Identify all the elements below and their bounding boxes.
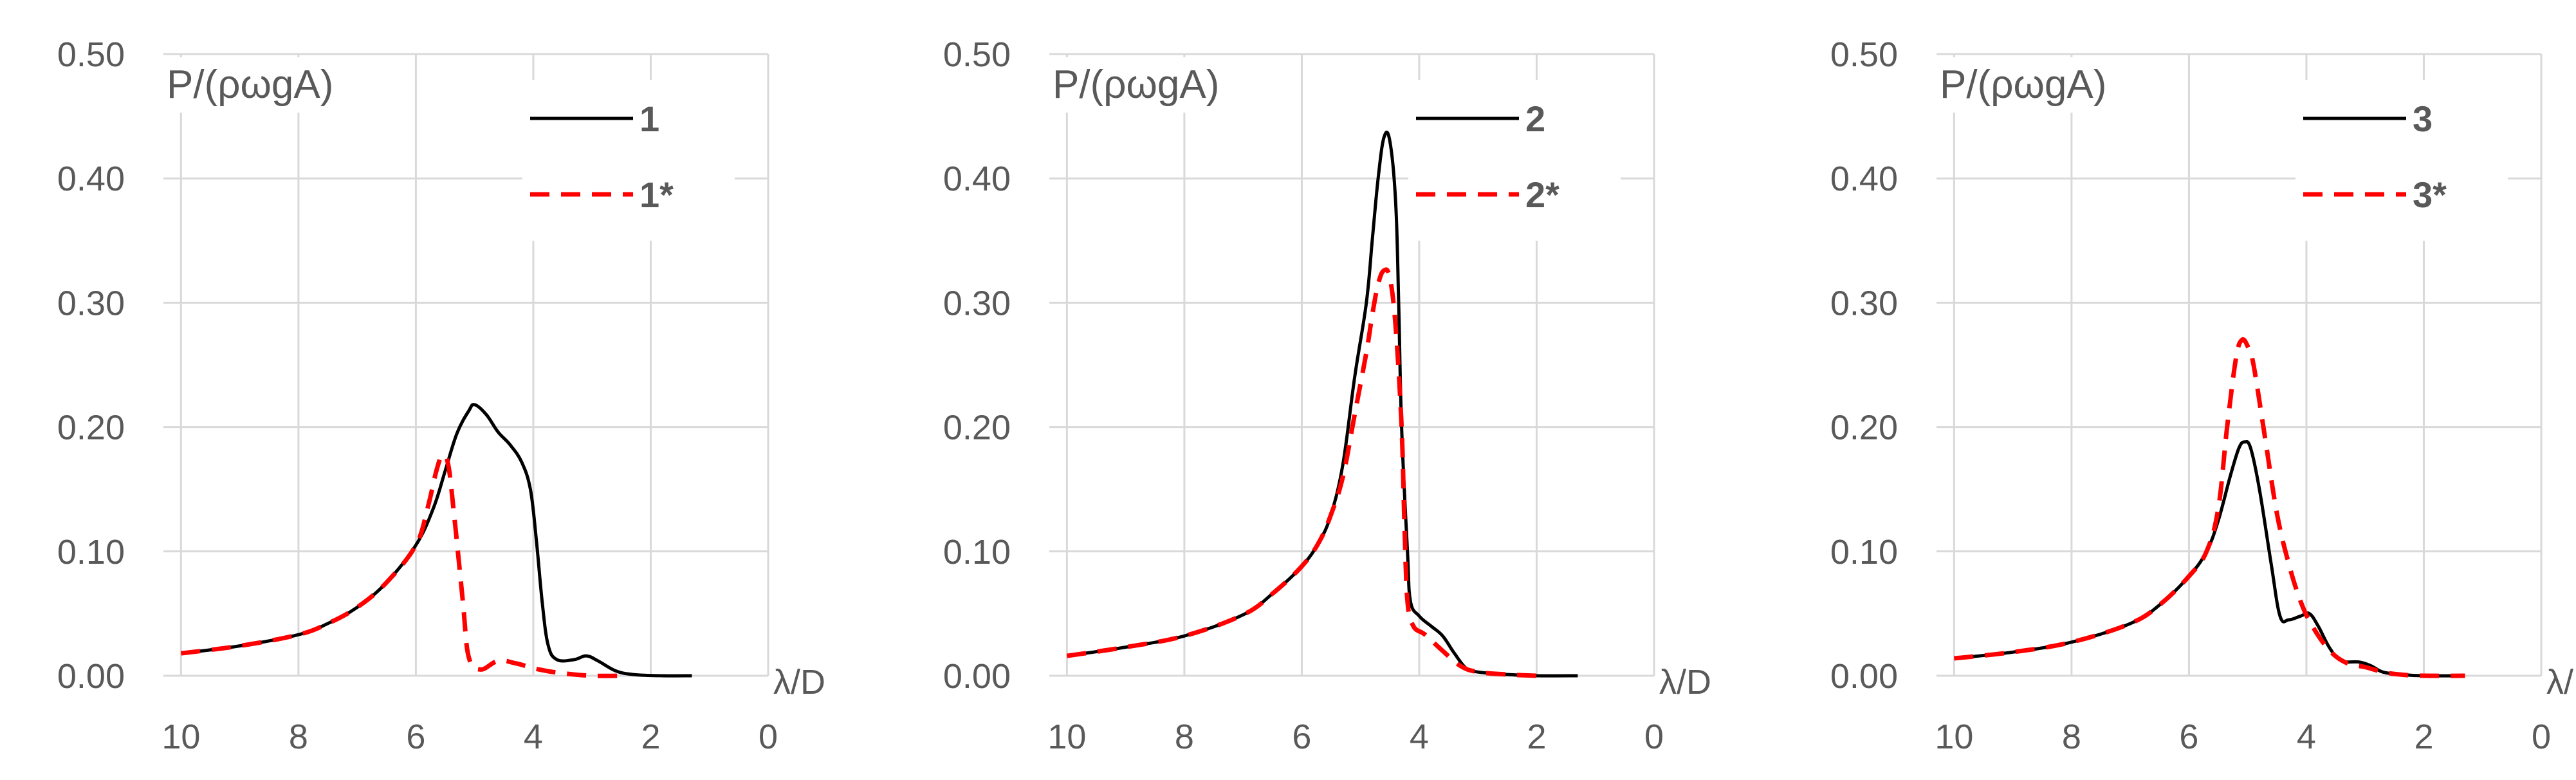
y-tick-label: 0.00: [57, 657, 125, 696]
series-line-2-star: [1066, 267, 1537, 678]
y-tick-label: 0.50: [57, 35, 125, 74]
legend-label: 1: [639, 98, 659, 139]
x-tick-label: 6: [1292, 718, 1311, 756]
y-tick-label: 0.20: [1830, 409, 1898, 447]
y-tick-label: 0.10: [1830, 533, 1898, 571]
x-tick-label: 4: [2297, 718, 2316, 756]
x-axis-title: λ/D: [2546, 663, 2576, 701]
x-axis-title: λ/D: [773, 663, 825, 701]
x-tick-label: 4: [524, 718, 543, 756]
x-tick-label: 2: [2414, 718, 2433, 756]
y-tick-label: 0.00: [943, 657, 1011, 696]
x-tick-label: 10: [1047, 718, 1086, 756]
y-tick-label: 0.50: [943, 35, 1011, 74]
x-tick-label: 0: [1644, 718, 1664, 756]
legend-label: 2*: [1525, 174, 1559, 215]
ylabel-background: [160, 57, 392, 113]
series-line-1: [181, 403, 692, 678]
y-axis-title: P/(ρωgA): [1053, 62, 1219, 107]
ylabel-background: [1046, 57, 1278, 113]
ylabel-background: [1933, 57, 2165, 113]
x-tick-label: 4: [1410, 718, 1429, 756]
legend-label: 3: [2413, 98, 2433, 139]
chart-panel-2: 0.00 0.10 0.20 0.30 0.40 0.50 10 8 6 4 2 0 P/(ρωgA) λ…: [943, 35, 1711, 756]
x-tick-label: 6: [406, 718, 425, 756]
legend-background: [2295, 80, 2508, 241]
legend-label: 3*: [2413, 174, 2447, 215]
x-tick-label: 8: [1175, 718, 1194, 756]
x-tick-label: 2: [641, 718, 660, 756]
y-tick-label: 0.20: [57, 409, 125, 447]
x-tick-label: 0: [2532, 718, 2551, 756]
y-axis-title: P/(ρωgA): [167, 62, 333, 107]
x-tick-label: 10: [161, 718, 200, 756]
x-tick-label: 2: [1527, 718, 1546, 756]
x-axis-title: λ/D: [1659, 663, 1711, 701]
y-tick-label: 0.30: [57, 284, 125, 322]
x-tick-label: 0: [759, 718, 778, 756]
y-tick-label: 0.10: [57, 533, 125, 571]
series-line-3-star: [1954, 337, 2465, 678]
y-tick-label: 0.40: [57, 160, 125, 198]
y-axis-title: P/(ρωgA): [1940, 62, 2106, 107]
y-tick-label: 0.50: [1830, 35, 1898, 74]
chart-panel-3: 0.00 0.10 0.20 0.30 0.40 0.50 10 8 6 4 2 0 P/(ρωgA) λ…: [1830, 35, 2576, 756]
y-tick-label: 0.10: [943, 533, 1011, 571]
legend-label: 1*: [639, 174, 674, 215]
x-tick-label: 10: [1935, 718, 1973, 756]
y-tick-label: 0.30: [1830, 284, 1898, 322]
series-line-1-star: [180, 452, 621, 678]
y-tick-label: 0.30: [943, 284, 1011, 322]
legend-label: 2: [1525, 98, 1545, 139]
x-tick-label: 8: [2062, 718, 2081, 756]
y-tick-label: 0.20: [943, 409, 1011, 447]
chart-panel-1: 0.00 0.10 0.20 0.30 0.40 0.50 10 8 6 4 2 0 P/(ρωgA) λ…: [57, 35, 825, 756]
y-tick-label: 0.00: [1830, 657, 1898, 696]
legend-background: [522, 80, 735, 241]
series-line-3: [1954, 440, 2465, 678]
x-tick-label: 6: [2179, 718, 2198, 756]
x-tick-label: 8: [289, 718, 308, 756]
y-tick-label: 0.40: [943, 160, 1011, 198]
legend-background: [1408, 80, 1621, 241]
y-tick-label: 0.40: [1830, 160, 1898, 198]
